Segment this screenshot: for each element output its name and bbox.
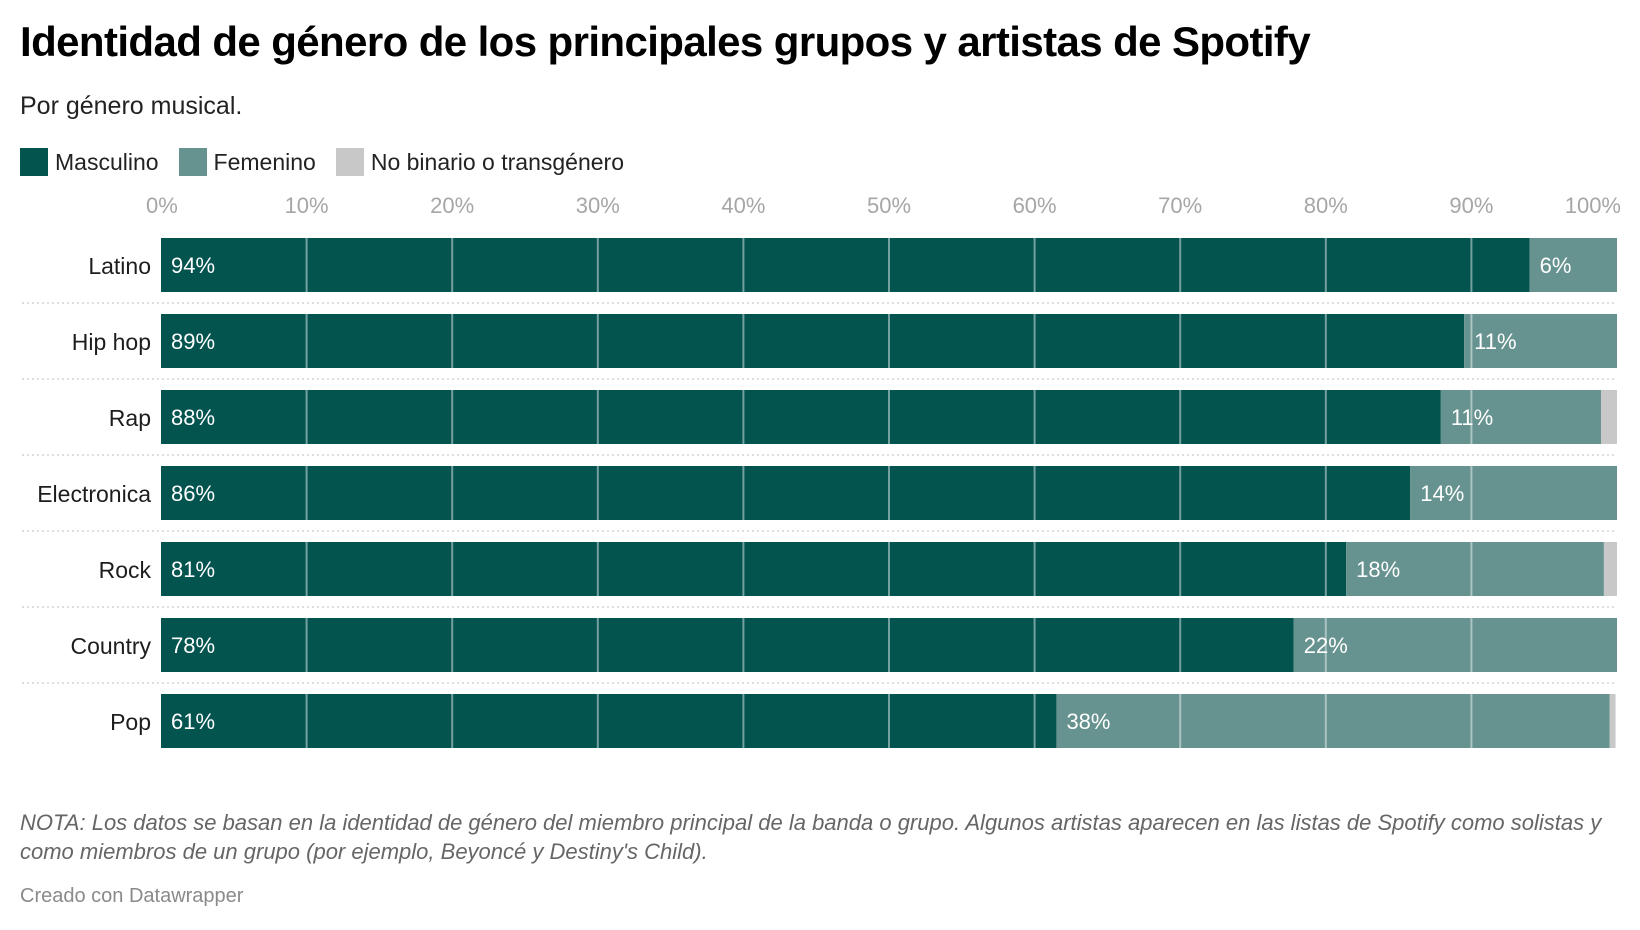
- bar-row-electronica: [161, 466, 1617, 520]
- row-label-rap: Rap: [109, 405, 151, 431]
- chart-note: NOTA: Los datos se basan en la identidad…: [20, 810, 1602, 864]
- x-tick-label: 60%: [1013, 193, 1057, 218]
- bar-row-rock: [161, 542, 1617, 596]
- legend-swatch-femenino: [178, 148, 207, 176]
- x-tick-label: 100%: [1565, 193, 1621, 218]
- bar-segment-hip-hop-femenino: [1464, 314, 1617, 368]
- row-separators-layer: [22, 302, 1617, 684]
- value-label-rap-masculino: 88%: [171, 405, 215, 430]
- bar-segment-pop-masculino: [161, 694, 1057, 748]
- x-tick-label: 30%: [576, 193, 620, 218]
- bar-segment-electronica-masculino: [161, 466, 1411, 520]
- x-axis: 0% 10% 20% 30% 40% 50% 60% 70% 80% 90% 100%: [146, 193, 1621, 218]
- gridlines-layer: [305, 238, 1473, 748]
- bar-row-hip-hop: [161, 314, 1617, 368]
- legend-item-femenino: Femenino: [178, 148, 316, 176]
- bar-segment-pop-femenino: [1056, 694, 1610, 748]
- value-label-hip-hop-femenino: 11%: [1474, 329, 1516, 354]
- row-label-pop: Pop: [110, 709, 151, 735]
- legend-swatch-no-binario: [335, 148, 364, 176]
- x-tick-label: 40%: [721, 193, 765, 218]
- row-labels: Latino Hip hop Rap Electronica Rock Country Po…: [37, 253, 151, 735]
- x-tick-label: 0%: [146, 193, 178, 218]
- bar-segment-rock-no-binario-o-transg-nero: [1603, 542, 1617, 596]
- bar-segment-pop-no-binario-o-transg-nero: [1609, 694, 1616, 748]
- bar-segment-rap-femenino: [1440, 390, 1601, 444]
- bar-segment-latino-femenino: [1529, 238, 1617, 292]
- value-label-electronica-masculino: 86%: [171, 481, 215, 506]
- legend-label-no-binario: No binario o transgénero: [370, 148, 624, 175]
- value-labels: 94% 6% 89% 11% 88% 11% 86% 14% 81% 18% 78% 22% 61% 38…: [171, 253, 1571, 734]
- row-label-electronica: Electronica: [37, 481, 151, 507]
- bar-segment-hip-hop-masculino: [161, 314, 1465, 368]
- value-label-rock-femenino: 18%: [1356, 557, 1400, 582]
- value-label-pop-femenino: 38%: [1066, 709, 1110, 734]
- bar-row-latino: [161, 238, 1617, 292]
- row-label-country: Country: [70, 633, 151, 659]
- value-label-latino-femenino: 6%: [1540, 253, 1572, 278]
- bar-segment-country-femenino: [1293, 618, 1617, 672]
- x-tick-label: 80%: [1304, 193, 1348, 218]
- stacked-bar-chart: 0% 10% 20% 30% 40% 50% 60% 70% 80% 90% 100% Latino…: [22, 193, 1621, 748]
- row-label-latino: Latino: [88, 253, 151, 279]
- value-label-rap-femenino: 11%: [1451, 405, 1493, 430]
- value-label-country-femenino: 22%: [1304, 633, 1348, 658]
- value-label-electronica-femenino: 14%: [1420, 481, 1464, 506]
- chart-subtitle: Por género musical.: [20, 92, 243, 120]
- legend-label-masculino: Masculino: [55, 148, 159, 175]
- bar-row-rap: [161, 390, 1617, 444]
- x-tick-label: 10%: [285, 193, 329, 218]
- legend-item-masculino: Masculino: [20, 148, 159, 176]
- bar-segment-country-masculino: [161, 618, 1294, 672]
- bar-segment-rap-no-binario-o-transg-nero: [1600, 390, 1617, 444]
- bar-segment-rock-femenino: [1346, 542, 1604, 596]
- bar-row-country: [161, 618, 1617, 672]
- bar-segment-electronica-femenino: [1410, 466, 1617, 520]
- value-label-latino-masculino: 94%: [171, 253, 215, 278]
- chart-credit: Creado con Datawrapper: [20, 885, 244, 907]
- chart-title: Identidad de género de los principales g…: [20, 18, 1311, 65]
- bar-segment-rock-masculino: [161, 542, 1347, 596]
- x-tick-label: 70%: [1158, 193, 1202, 218]
- legend-item-no-binario: No binario o transgénero: [335, 148, 624, 176]
- x-tick-label: 90%: [1449, 193, 1493, 218]
- bar-row-pop: [161, 694, 1616, 748]
- x-tick-label: 20%: [430, 193, 474, 218]
- value-label-hip-hop-masculino: 89%: [171, 329, 215, 354]
- bars-layer: [161, 238, 1617, 748]
- row-label-rock: Rock: [99, 557, 152, 583]
- legend-swatch-masculino: [20, 148, 48, 176]
- value-label-rock-masculino: 81%: [171, 557, 215, 582]
- bar-segment-latino-masculino: [161, 238, 1530, 292]
- value-label-country-masculino: 78%: [171, 633, 215, 658]
- x-tick-label: 50%: [867, 193, 911, 218]
- bar-segment-rap-masculino: [161, 390, 1441, 444]
- legend-label-femenino: Femenino: [213, 148, 316, 175]
- value-label-pop-masculino: 61%: [171, 709, 215, 734]
- row-label-hip-hop: Hip hop: [72, 329, 151, 355]
- legend: Masculino Femenino No binario o transgén…: [20, 148, 644, 176]
